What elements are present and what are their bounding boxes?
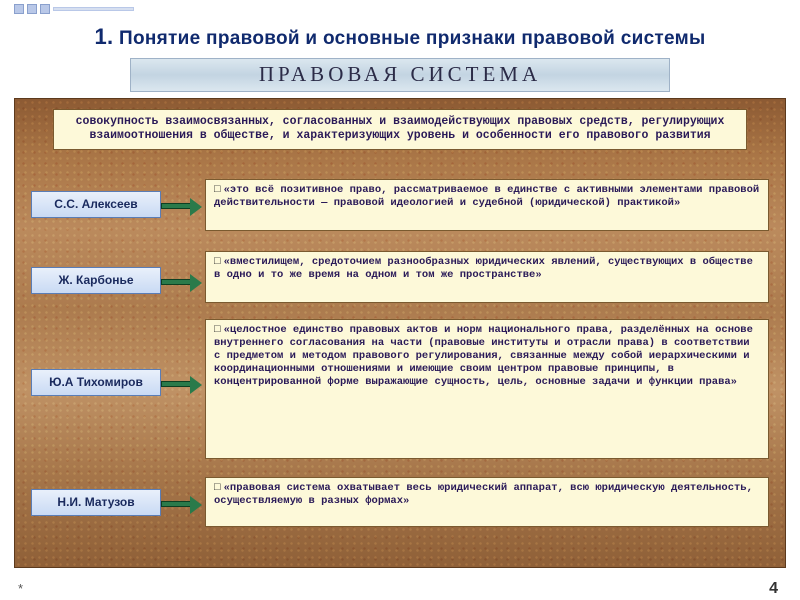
subheading-text: ПРАВОВАЯ СИСТЕМА: [259, 62, 541, 86]
arrow-icon: [161, 501, 191, 507]
quote-text: «это всё позитивное право, рассматриваем…: [214, 184, 759, 209]
quote-box: □«вместилищем, средоточием разнообразных…: [205, 251, 769, 303]
bullet-icon: □: [214, 256, 221, 268]
heading-number: 1.: [94, 24, 113, 49]
quote-box: □«правовая система охватывает весь юриди…: [205, 477, 769, 527]
quote-box: □«целостное единство правовых актов и но…: [205, 319, 769, 459]
author-box: С.С. Алексеев: [31, 191, 161, 218]
slide-heading: 1. Понятие правовой и основные признаки …: [14, 24, 786, 56]
top-decoration: [14, 2, 134, 16]
deco-square-icon: [14, 4, 24, 14]
content-panel: совокупность взаимосвязанных, согласован…: [14, 98, 786, 568]
page-number: 4: [769, 580, 778, 598]
arrow-icon: [161, 381, 191, 387]
author-box: Ю.А Тихомиров: [31, 369, 161, 396]
deco-square-icon: [27, 4, 37, 14]
subheading-box: ПРАВОВАЯ СИСТЕМА: [130, 58, 670, 92]
bullet-icon: □: [214, 482, 221, 494]
bullet-icon: □: [214, 184, 221, 196]
bullet-icon: □: [214, 324, 221, 336]
deco-square-icon: [40, 4, 50, 14]
quote-text: «вместилищем, средоточием разнообразных …: [214, 256, 753, 281]
slide: 1. Понятие правовой и основные признаки …: [0, 0, 800, 600]
author-box: Н.И. Матузов: [31, 489, 161, 516]
quote-box: □«это всё позитивное право, рассматривае…: [205, 179, 769, 231]
quote-text: «целостное единство правовых актов и нор…: [214, 324, 753, 388]
definition-text: совокупность взаимосвязанных, согласован…: [76, 115, 725, 142]
arrow-icon: [161, 279, 191, 285]
footer-left: *: [18, 581, 23, 596]
author-box: Ж. Карбонье: [31, 267, 161, 294]
deco-bar-icon: [53, 7, 134, 11]
heading-text: Понятие правовой и основные признаки пра…: [119, 28, 706, 49]
definition-box: совокупность взаимосвязанных, согласован…: [53, 109, 747, 150]
quote-text: «правовая система охватывает весь юридич…: [214, 482, 753, 507]
arrow-icon: [161, 203, 191, 209]
